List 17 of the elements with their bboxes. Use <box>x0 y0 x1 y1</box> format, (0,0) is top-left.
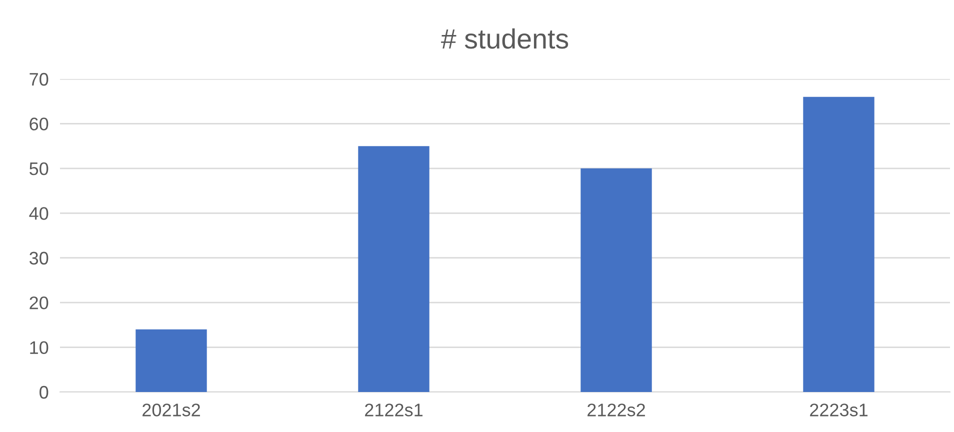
bar <box>803 96 874 392</box>
chart-title: # students <box>441 28 568 49</box>
x-tick-label: 2223s1 <box>810 404 868 416</box>
x-tick-label: 2122s1 <box>365 404 422 416</box>
y-tick-label: 0 <box>40 386 48 399</box>
y-tick-label: 70 <box>30 72 48 86</box>
y-tick-label: 40 <box>29 207 48 220</box>
y-tick-label: 20 <box>30 296 48 310</box>
y-tick-label: 10 <box>30 341 48 354</box>
bar <box>358 146 430 392</box>
y-tick-label: 50 <box>30 162 48 176</box>
bar <box>136 329 207 392</box>
y-tick-label: 60 <box>30 118 48 130</box>
y-tick-label: 30 <box>29 252 48 265</box>
x-tick-label: 2021s2 <box>142 404 200 416</box>
x-tick-label: 2122s2 <box>588 404 645 416</box>
bar <box>580 168 652 392</box>
